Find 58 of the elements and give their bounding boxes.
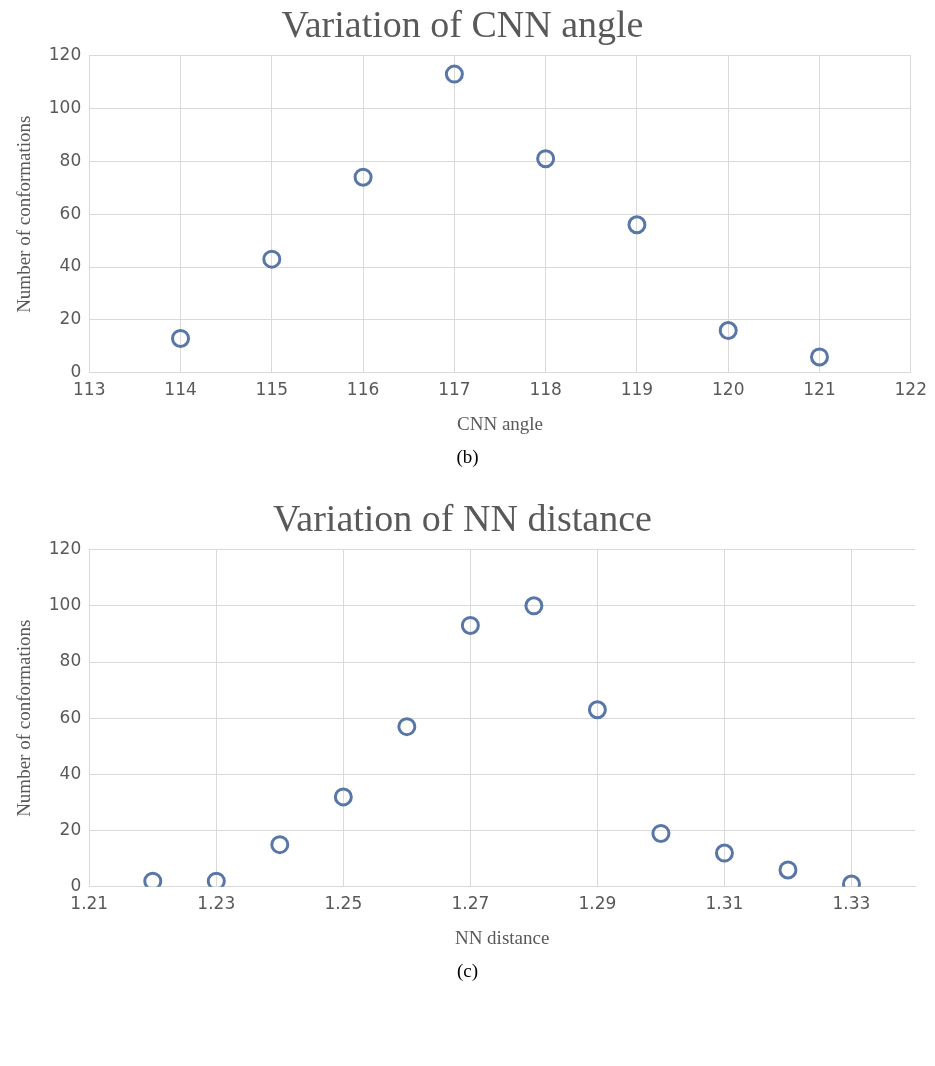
point [810, 347, 829, 367]
x-tick-label: 118 [529, 379, 562, 400]
x-tick-label: 1.21 [70, 893, 109, 914]
x-axis-title: CNN angle [457, 412, 544, 434]
y-tick-label: 100 [48, 96, 82, 117]
point [587, 700, 607, 720]
chart-title: Variation of NN distance [273, 496, 652, 539]
point [460, 615, 480, 635]
y-axis-title: Number of conformations [13, 619, 35, 817]
point [171, 328, 191, 348]
point [270, 835, 290, 855]
y-tick-label: 0 [70, 361, 82, 382]
point [627, 215, 647, 235]
y-tick-label: 100 [48, 594, 82, 615]
x-tick-label: 1.33 [832, 893, 871, 914]
y-tick-label: 40 [59, 255, 82, 276]
x-tick-label: 119 [620, 379, 654, 400]
point [397, 717, 417, 737]
point [778, 860, 798, 880]
x-tick-label: 120 [711, 379, 745, 400]
point [143, 871, 163, 887]
y-tick-label: 120 [48, 44, 82, 65]
point [536, 149, 556, 169]
text: (c) [455, 959, 480, 983]
x-tick-label: 1.31 [705, 893, 744, 914]
point [353, 167, 373, 187]
x-tick-label: 122 [894, 379, 927, 400]
point [714, 843, 734, 863]
x-tick-label: 1.29 [578, 893, 617, 914]
point [262, 249, 282, 269]
y-tick-label: 60 [59, 202, 82, 223]
y-tick-label: 0 [70, 875, 82, 896]
x-axis-title: NN distance [454, 926, 550, 948]
y-tick-label: 120 [48, 538, 82, 559]
point [651, 823, 671, 843]
point [206, 871, 226, 887]
y-tick-label: 20 [59, 308, 82, 329]
x-tick-label: 116 [346, 379, 380, 400]
y-axis-title: Number of conformations [13, 115, 35, 313]
x-tick-label: 113 [73, 379, 106, 400]
x-tick-label: 1.23 [197, 893, 236, 914]
point [524, 596, 544, 616]
point [718, 321, 738, 341]
x-tick-label: 121 [803, 379, 836, 400]
x-tick-label: 117 [438, 379, 471, 400]
point [444, 64, 464, 84]
y-tick-label: 40 [59, 762, 82, 783]
x-tick-label: 114 [164, 379, 197, 400]
x-tick-label: 115 [255, 379, 289, 400]
x-tick-label: 1.25 [324, 893, 363, 914]
chart-title: Variation of CNN angle [281, 2, 644, 45]
x-tick-label: 1.27 [451, 893, 490, 914]
y-tick-label: 80 [59, 650, 82, 671]
y-tick-label: 80 [59, 149, 82, 170]
y-tick-label: 20 [59, 819, 82, 840]
y-tick-label: 60 [59, 706, 82, 727]
point [333, 787, 353, 807]
text: (b) [455, 445, 480, 469]
